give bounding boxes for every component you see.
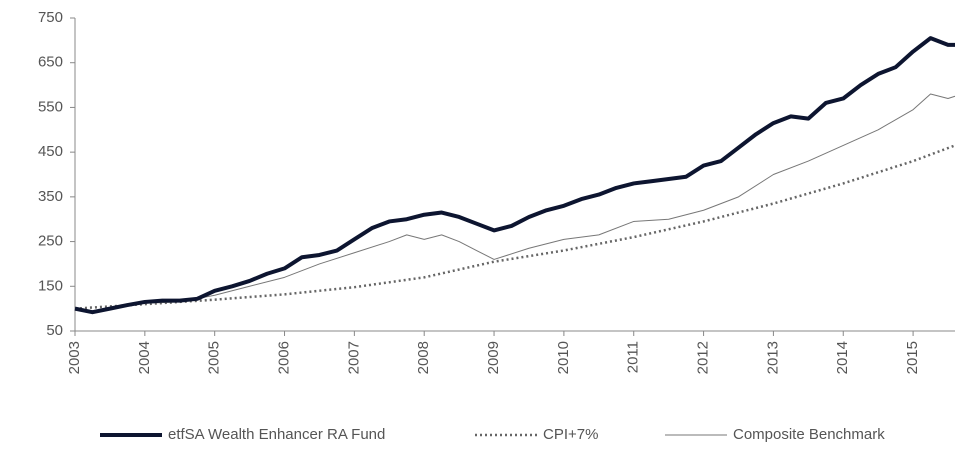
y-tick-label: 150 [38,277,63,294]
y-tick-label: 550 [38,98,63,115]
x-tick-label: 2003 [66,341,83,374]
legend-label: etfSA Wealth Enhancer RA Fund [168,426,385,443]
x-tick-label: 2008 [415,341,432,374]
x-tick-label: 2015 [904,341,921,374]
legend-label: CPI+7% [543,426,598,443]
y-tick-label: 450 [38,143,63,160]
series-line [74,144,956,310]
x-tick-label: 2012 [695,341,712,374]
x-tick-label: 2014 [834,341,851,374]
x-tick-label: 2009 [485,341,502,374]
y-tick-label: 50 [46,322,63,339]
y-tick-label: 350 [38,188,63,205]
y-tick-label: 750 [38,9,63,26]
y-tick-label: 650 [38,54,63,71]
x-tick-label: 2005 [206,341,223,374]
x-tick-label: 2010 [555,341,572,374]
x-tick-label: 2006 [275,341,292,374]
series-line [74,93,956,312]
x-tick-label: 2007 [345,341,362,374]
x-tick-label: 2004 [136,341,153,374]
x-tick-label: 2013 [764,341,781,374]
series-line [74,36,955,315]
legend-label: Composite Benchmark [733,426,885,443]
y-tick-label: 250 [38,233,63,250]
x-tick-label: 2011 [625,341,642,373]
